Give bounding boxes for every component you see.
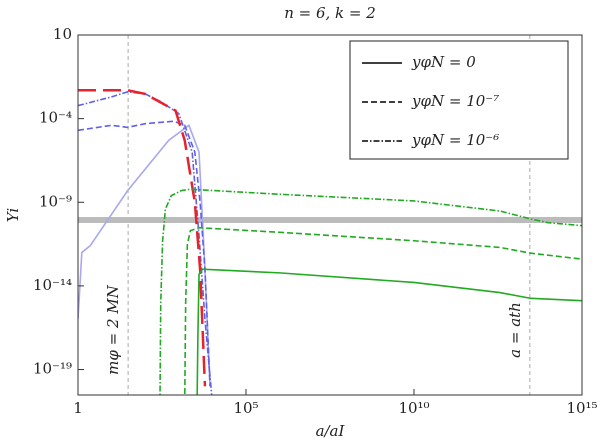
chart-title: n = 6, k = 2 [284,4,376,22]
series-line [78,91,213,395]
series-line [183,226,582,395]
series-line [196,268,582,395]
legend-label: yφN = 0 [411,53,476,71]
plot-area [78,35,582,395]
x-tick-label: 10¹⁰ [398,399,429,417]
y-tick-label: 10⁻¹⁹ [33,360,72,378]
series-line [159,188,582,395]
y-axis-label: Yi [4,208,22,223]
x-tick-label: 10¹⁵ [566,399,597,417]
y-tick-label: 10⁻⁴ [39,109,72,127]
x-tick-label: 1 [73,399,83,417]
series-line [78,124,211,387]
reference-label: mφ = 2 MN [104,284,122,375]
plot-frame [77,34,583,396]
y-tick-label: 10⁻¹⁴ [33,276,72,294]
x-tick-label: 10⁵ [233,399,258,417]
axes: 1 10⁵ 10¹⁰ 10¹⁵ 10 10⁻⁴ 10⁻⁹ 10⁻¹⁴ 10⁻¹⁹ mφ = 2 M… [33,25,598,417]
legend-box [349,40,569,160]
legend-label: yφN = 10⁻⁶ [411,131,499,149]
x-axis-label: a/aI [316,422,346,440]
reference-label: a = ath [506,302,524,358]
series-line [78,120,211,387]
y-tick-label: 10⁻⁹ [39,192,72,210]
legend-label: yφN = 10⁻⁷ [411,92,499,110]
series-line [78,88,207,387]
y-tick-label: 10 [53,25,72,43]
